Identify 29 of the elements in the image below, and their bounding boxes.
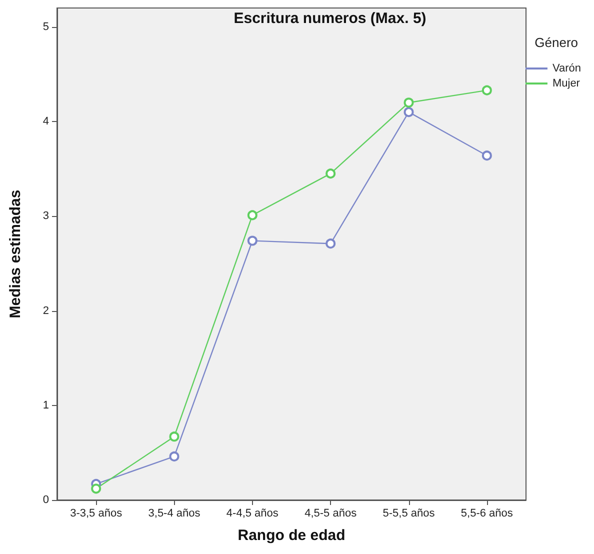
point bbox=[169, 432, 180, 442]
y-tick-label: 5 bbox=[42, 20, 49, 33]
point bbox=[169, 451, 180, 462]
y-tick-label: 3 bbox=[42, 210, 49, 222]
x-tick-label: 4-4,5 años bbox=[226, 508, 279, 520]
legend-label: Mujer bbox=[552, 78, 580, 90]
x-tick-label: 3,5-4 años bbox=[148, 508, 201, 520]
y-tick-label: 4 bbox=[42, 116, 49, 128]
point bbox=[247, 236, 258, 246]
point bbox=[404, 107, 414, 118]
x-tick-label: 5-5,5 años bbox=[382, 508, 436, 520]
x-tick-label: 4,5-5 años bbox=[304, 508, 358, 520]
x-tick-label: 3-3,5 años bbox=[70, 508, 123, 520]
x-axis-title: Rango de edad bbox=[238, 527, 346, 544]
point bbox=[326, 238, 336, 249]
y-axis-title: Medias estimadas bbox=[7, 190, 24, 318]
point bbox=[482, 150, 492, 161]
point bbox=[326, 168, 336, 179]
legend-label: Varón bbox=[552, 62, 582, 74]
point bbox=[247, 210, 258, 220]
y-tick-label: 0 bbox=[42, 494, 49, 506]
y-tick-label: 1 bbox=[42, 399, 49, 412]
y-tick-label: 2 bbox=[42, 304, 49, 317]
point bbox=[482, 85, 492, 96]
point bbox=[91, 484, 102, 494]
point bbox=[404, 98, 414, 108]
chart-title: Escritura numeros (Max. 5) bbox=[234, 10, 426, 27]
legend-title: Género bbox=[534, 35, 578, 50]
x-tick-label: 5,5-6 años bbox=[460, 508, 514, 520]
